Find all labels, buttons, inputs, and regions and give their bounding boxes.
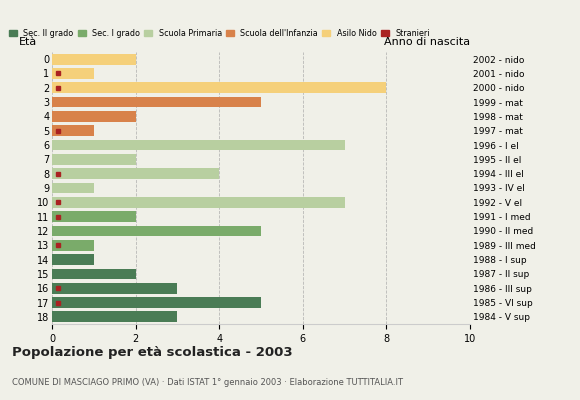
Bar [52, 183, 94, 193]
Text: Popolazione per età scolastica - 2003: Popolazione per età scolastica - 2003 [12, 346, 292, 359]
Bar [52, 226, 261, 236]
Bar [52, 111, 136, 122]
Bar [52, 82, 386, 93]
Bar [52, 54, 136, 64]
Text: Anno di nascita: Anno di nascita [384, 36, 470, 46]
Bar [52, 240, 94, 251]
Bar [52, 140, 345, 150]
Bar [52, 125, 94, 136]
Bar [52, 154, 136, 165]
Bar [52, 268, 136, 279]
Bar [52, 211, 136, 222]
Bar [52, 297, 261, 308]
Text: COMUNE DI MASCIAGO PRIMO (VA) · Dati ISTAT 1° gennaio 2003 · Elaborazione TUTTIT: COMUNE DI MASCIAGO PRIMO (VA) · Dati IST… [12, 378, 403, 387]
Bar [52, 97, 261, 108]
Bar [52, 254, 94, 265]
Bar [52, 68, 94, 79]
Bar [52, 283, 177, 294]
Legend: Sec. II grado, Sec. I grado, Scuola Primaria, Scuola dell'Infanzia, Asilo Nido, : Sec. II grado, Sec. I grado, Scuola Prim… [9, 29, 430, 38]
Text: Età: Età [19, 36, 37, 46]
Bar [52, 197, 345, 208]
Bar [52, 168, 219, 179]
Bar [52, 312, 177, 322]
